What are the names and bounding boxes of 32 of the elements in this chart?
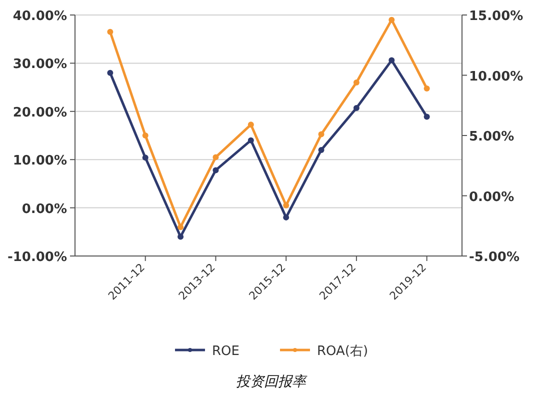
point	[178, 234, 184, 240]
y-tick-label: 40.00%	[12, 9, 67, 24]
y-tick-label: 0.00%	[22, 202, 67, 217]
point	[107, 70, 114, 76]
point	[248, 122, 254, 128]
legend-label: ROE	[212, 344, 240, 359]
point	[318, 131, 324, 138]
point	[353, 105, 360, 112]
point	[318, 146, 324, 153]
point	[212, 154, 219, 160]
legend-label: ROA(右)	[317, 344, 368, 359]
y-tick-label: 30.00%	[12, 57, 67, 72]
y2-tick-label: 15.00%	[469, 9, 524, 24]
point	[388, 16, 395, 23]
y2-tick-label: 0.00%	[469, 190, 514, 205]
y2-tick-label: -5.00%	[469, 250, 520, 265]
point	[212, 167, 219, 174]
point	[248, 137, 254, 144]
point	[424, 114, 430, 120]
point	[353, 79, 360, 86]
y-tick-label: -10.00%	[7, 250, 67, 265]
point	[142, 154, 148, 161]
y-tick-label: 10.00%	[12, 154, 67, 169]
point	[142, 132, 148, 138]
text: 投资回报率	[236, 374, 308, 390]
point	[107, 28, 114, 35]
point	[388, 57, 395, 64]
y2-tick-label: 5.00%	[469, 130, 514, 144]
y2-tick-label: 10.00%	[469, 69, 524, 84]
point	[283, 202, 290, 208]
y-tick-label: 20.00%	[12, 105, 67, 120]
point	[424, 86, 430, 92]
